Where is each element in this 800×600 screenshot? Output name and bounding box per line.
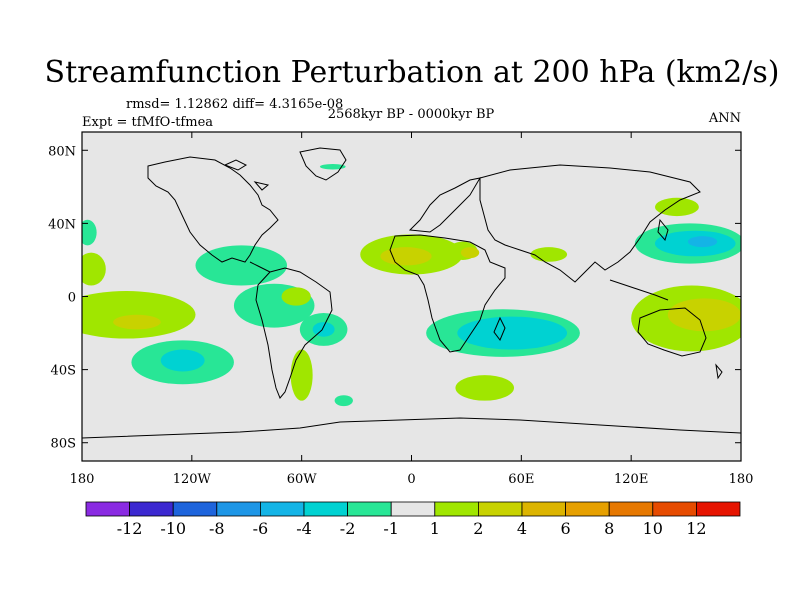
x-tick-label: 60W [287,472,318,487]
colorbar-swatch [129,501,174,517]
anomaly-region [160,349,205,372]
x-tick-label: 60E [508,472,534,487]
x-tick-label: 180 [70,472,95,487]
anomaly-region [334,395,353,407]
colorbar-swatch [347,501,392,517]
period-label: 2568kyr BP - 0000kyr BP [328,107,495,122]
colorbar-label: 2 [473,519,483,538]
anomaly-region [654,197,699,217]
anomaly-region [687,236,718,248]
coastlines [82,147,741,439]
colorbar-swatch [85,501,130,517]
y-tick-label: 80S [51,437,76,452]
colorbar-swatch [390,501,436,517]
anomaly-region [312,322,335,337]
y-tick-label: 0 [68,291,76,306]
colorbar-swatch [477,501,523,517]
y-tick-label: 80N [48,144,76,159]
colorbar-label: -1 [383,519,399,538]
colorbar-swatch [565,501,610,517]
y-tick-label: 40S [51,364,76,379]
anomaly-region [455,375,515,401]
axis-ticks: 180 120W 60W 0 60E 120E 180 80N 40N 0 40S 80S [48,132,753,487]
colorbar-swatch [259,501,305,517]
stats-label: rmsd= 1.12862 diff= 4.3165e-08 [126,97,343,112]
anomaly-region [113,314,161,330]
colorbar-swatch [172,501,218,517]
anomaly-field [82,163,741,407]
colorbar-label: -6 [253,519,269,538]
y-tick-label: 40N [48,217,76,232]
anomaly-region [319,163,346,170]
colorbar-label: -12 [117,519,143,538]
x-tick-label: 120E [614,472,648,487]
colorbar-swatch [652,501,697,517]
map-background [82,132,741,461]
colorbar-label: 12 [686,519,706,538]
colorbar-swatch [303,501,348,517]
colorbar-swatch [696,501,741,517]
colorbar: -12 -10 -8 -6 -4 -2 -1 1 2 4 6 8 10 12 [85,501,741,538]
anomaly-region [82,252,106,286]
anomaly-region [380,247,432,266]
colorbar-label: 6 [561,519,571,538]
colorbar-swatch [608,501,654,517]
anomaly-region [460,247,480,259]
colorbar-swatch [521,501,566,517]
x-tick-label: 180 [729,472,754,487]
experiment-label: Expt = tfMfO-tfmea [82,115,213,130]
anomaly-region [667,298,741,332]
colorbar-label: 8 [604,519,614,538]
colorbar-label: 4 [517,519,527,538]
x-tick-label: 0 [407,472,415,487]
anomaly-region [195,245,288,286]
colorbar-label: -10 [160,519,186,538]
season-label: ANN [708,111,741,126]
anomaly-region [530,247,568,262]
colorbar-label: -4 [296,519,312,538]
colorbar-label: 10 [643,519,663,538]
colorbar-label: -2 [340,519,356,538]
x-tick-label: 120W [173,472,212,487]
chart-title: Streamfunction Perturbation at 200 hPa (… [45,55,780,90]
colorbar-label: 1 [430,519,440,538]
colorbar-swatch [216,501,261,517]
anomaly-region [290,349,313,401]
anomaly-region [457,316,568,350]
anomaly-region [281,287,311,306]
colorbar-swatch [434,501,479,517]
anomaly-region [82,219,97,246]
anomaly-region [82,291,196,339]
colorbar-label: -8 [209,519,225,538]
